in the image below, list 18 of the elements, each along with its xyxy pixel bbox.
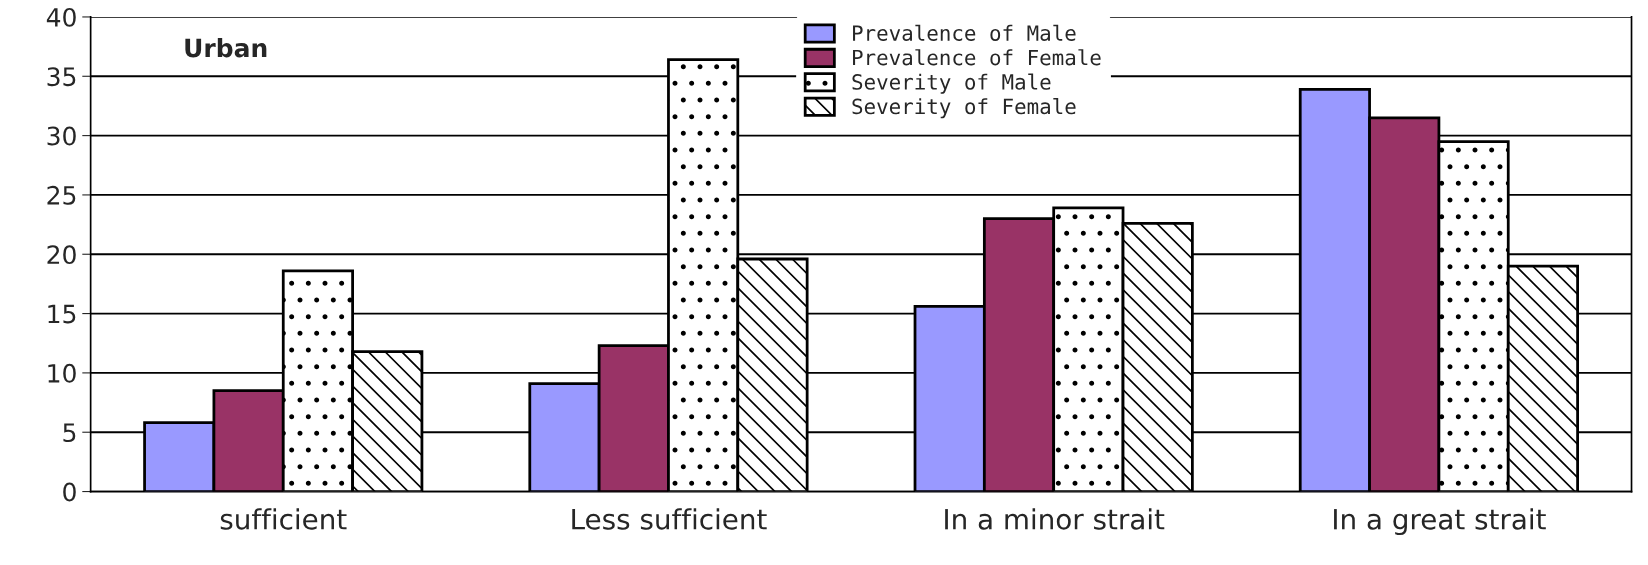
annotation: Urban — [185, 38, 267, 58]
x-tick-label: sufficient — [220, 508, 347, 530]
legend-label: Severity of Female — [852, 98, 1076, 119]
y-tick-label: 30 — [47, 126, 76, 146]
y-tick-label: 15 — [48, 304, 76, 324]
y-tick-label: 10 — [48, 363, 76, 383]
y-tick-label: 25 — [47, 185, 76, 205]
y-tick-label: 35 — [47, 67, 76, 87]
legend-label: Prevalence of Female — [853, 49, 1101, 66]
legend-label: Severity of Male — [852, 73, 1051, 94]
y-tick-label: 20 — [47, 245, 76, 265]
y-tick-label: 0 — [63, 482, 76, 502]
legend-label: Prevalence of Male — [853, 24, 1076, 41]
x-tick-label: In a minor strait — [945, 508, 1165, 530]
x-tick-label: Less sufficient — [572, 508, 767, 530]
x-tick-label: In a great strait — [1334, 508, 1546, 536]
y-tick-label: 40 — [46, 7, 76, 27]
y-tick-label: 5 — [63, 423, 76, 443]
